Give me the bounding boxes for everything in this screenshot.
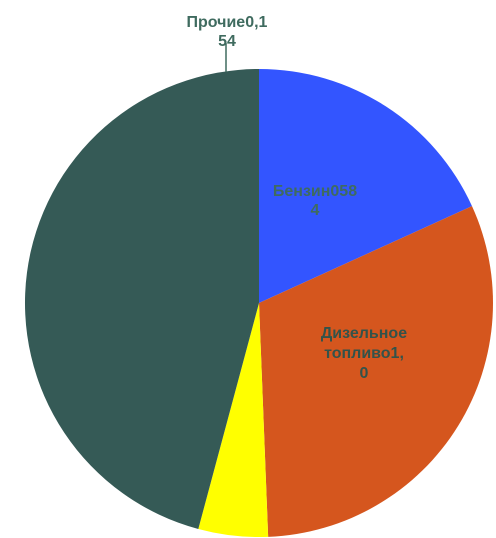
pie-slice-label-line: топливо1,: [324, 345, 404, 362]
pie-slice-label-line: Прочие0,1: [187, 14, 268, 31]
pie-slice-label-line: 0: [360, 365, 369, 382]
pie-slice-1: [259, 206, 493, 537]
pie-slice-label-0: Бензин058 4: [273, 183, 357, 219]
pie-slice-label-line: 54: [218, 33, 236, 50]
pie-slice-2: [198, 303, 269, 537]
pie-slice-0: [259, 69, 472, 303]
pie-slice-label-line: 4: [311, 202, 320, 219]
pie-slice-label-2: Прочие0,1 54: [187, 14, 268, 50]
pie-slice-3: [24, 68, 259, 529]
pie-slice-label-line: Бензин058: [273, 183, 357, 200]
pie-slices: [24, 68, 493, 537]
pie-slice-label-line: Дизельное: [321, 325, 407, 342]
pie-slice-label-1: Дизельное топливо1, 0: [321, 325, 407, 382]
pie-labels: Бензин058 4 Дизельное топливо1, 0 Прочие0,1 54: [187, 14, 408, 382]
